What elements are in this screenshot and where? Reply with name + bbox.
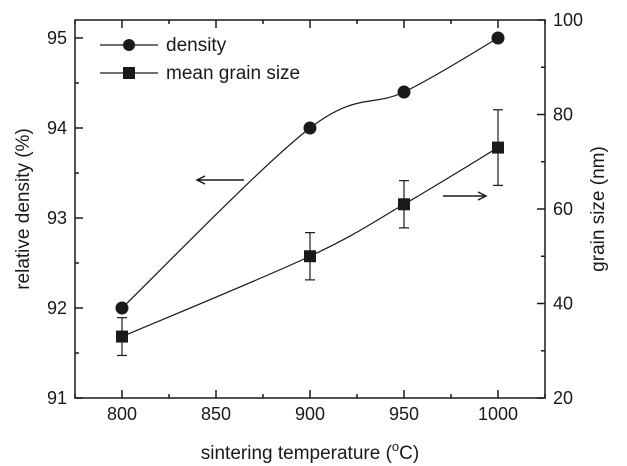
- right-arrow-annotation: [443, 191, 488, 201]
- y-left-tick-label: 91: [47, 388, 67, 408]
- y-left-tick-label: 94: [47, 118, 67, 138]
- data-point: [116, 330, 128, 343]
- axis-ticks: [74, 19, 546, 399]
- legend-marker-circle: [123, 39, 135, 51]
- series-line: [121, 37, 499, 309]
- left-arrow-annotation: [195, 175, 244, 185]
- data-point: [304, 250, 316, 263]
- legend-marker-square: [123, 67, 135, 79]
- legend-label-mean-grain-size: mean grain size: [166, 63, 300, 84]
- data-point: [303, 121, 317, 135]
- y-right-tick-label: 40: [553, 294, 573, 314]
- y-left-tick-label: 95: [47, 28, 67, 48]
- y-left-tick-label: 93: [47, 208, 67, 228]
- y-right-tick-labels: 20 40 60 80 100: [553, 10, 583, 408]
- legend: density mean grain size: [100, 35, 300, 84]
- plot-frame: [74, 19, 546, 399]
- y-right-tick-label: 100: [553, 10, 583, 30]
- series-layer: [115, 31, 505, 357]
- x-axis-title: sintering temperature (oC): [201, 439, 419, 464]
- series-density: [115, 31, 505, 315]
- data-point: [491, 31, 505, 45]
- series-mean-grain-size: [116, 109, 504, 357]
- data-point: [397, 85, 411, 99]
- legend-item-mean-grain-size: mean grain size: [100, 63, 300, 84]
- y-left-tick-label: 92: [47, 298, 67, 318]
- data-point: [115, 301, 129, 315]
- x-tick-label: 900: [295, 404, 325, 424]
- legend-item-density: density: [100, 35, 227, 56]
- x-tick-label: 950: [389, 404, 419, 424]
- y-right-tick-label: 80: [553, 105, 573, 125]
- x-tick-label: 850: [201, 404, 231, 424]
- y-left-axis-title: relative density (%): [13, 128, 34, 290]
- x-tick-labels: 800 850 900 950 1000: [107, 404, 518, 424]
- y-left-tick-labels: 91 92 93 94 95: [47, 28, 67, 408]
- data-point: [398, 198, 410, 211]
- legend-label-density: density: [166, 35, 227, 56]
- series-line: [121, 147, 499, 338]
- y-right-tick-label: 60: [553, 199, 573, 219]
- y-right-axis-title: grain size (nm): [588, 146, 609, 272]
- data-point: [492, 141, 504, 154]
- x-tick-label: 1000: [478, 404, 518, 424]
- x-tick-label: 800: [107, 404, 137, 424]
- y-right-tick-label: 20: [553, 388, 573, 408]
